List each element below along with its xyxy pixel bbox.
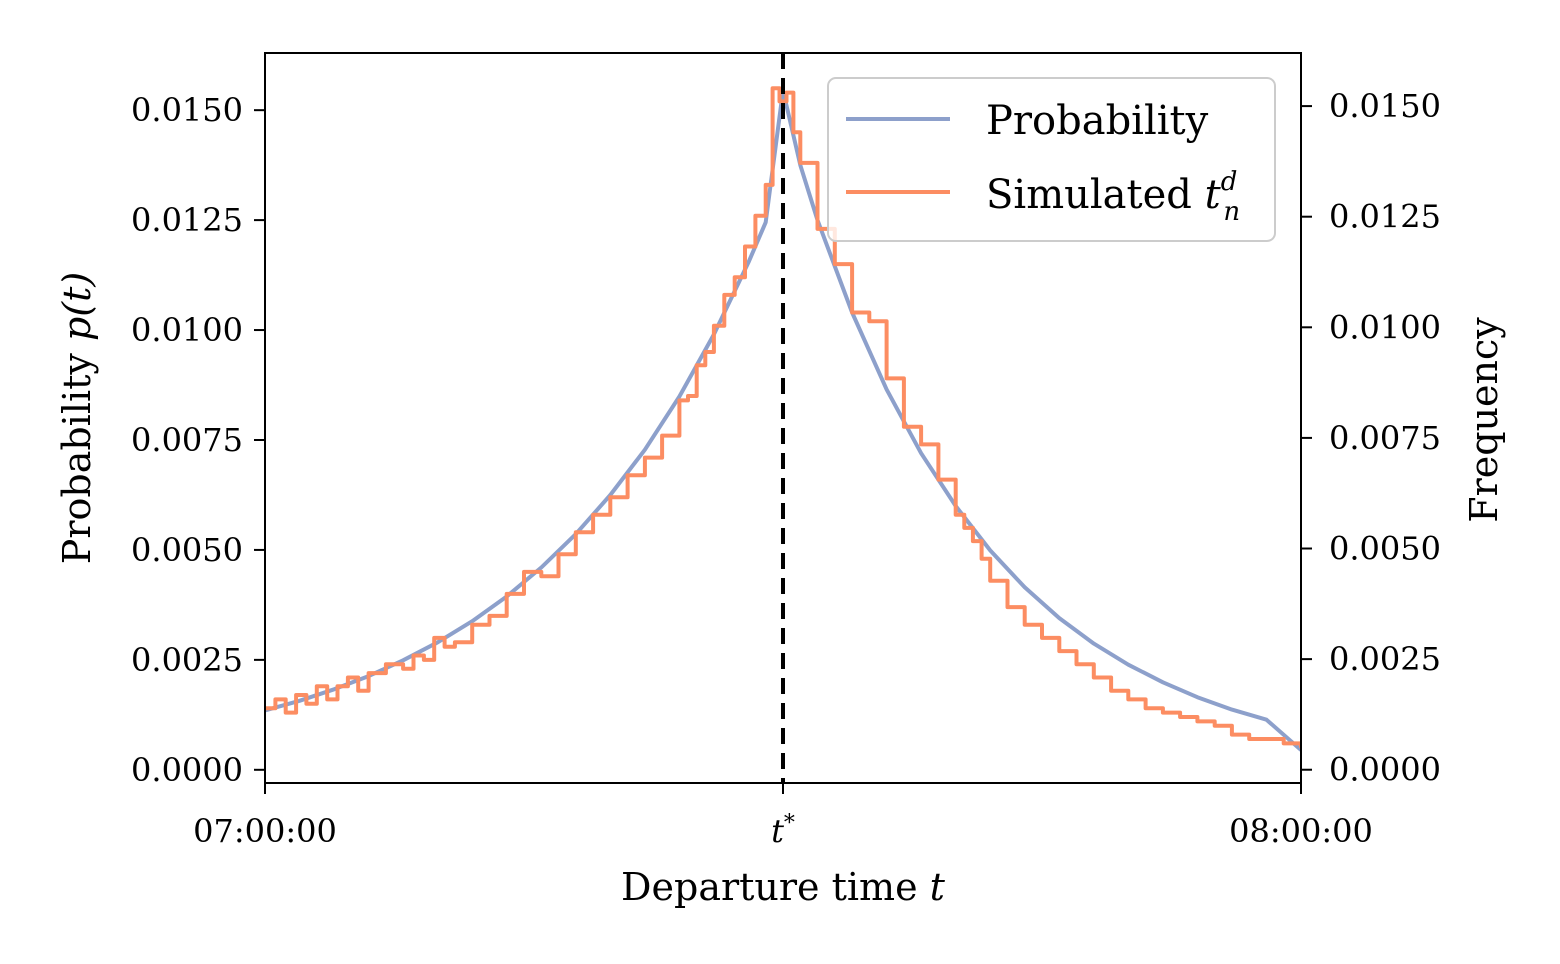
left-y-axis: 0.0000 0.0025 0.0050 0.0075 0.0100 0.0125 0.01…	[131, 91, 265, 789]
right-y-tick-label: 0.0150	[1329, 87, 1441, 125]
left-y-tick-label: 0.0025	[131, 641, 243, 679]
x-tick-label: t*	[771, 811, 795, 850]
legend-label-probability: Probability	[986, 98, 1209, 144]
legend-label-simulated: Simulated td n	[986, 167, 1240, 227]
left-y-tick-label: 0.0125	[131, 201, 243, 239]
series-simulated-line	[265, 86, 1301, 748]
left-y-tick-label: 0.0150	[131, 91, 243, 129]
right-y-tick-label: 0.0000	[1329, 751, 1441, 789]
left-y-tick-label: 0.0050	[131, 531, 243, 569]
x-tick-label: 07:00:00	[193, 812, 337, 850]
right-y-tick-label: 0.0100	[1329, 308, 1441, 346]
x-axis: 07:00:00 t* 08:00:00	[193, 783, 1373, 850]
right-y-axis-title: Frequency	[1462, 317, 1506, 523]
left-y-tick-label: 0.0000	[131, 751, 243, 789]
right-y-tick-label: 0.0050	[1329, 530, 1441, 568]
right-y-axis: 0.0000 0.0025 0.0050 0.0075 0.0100 0.0125 0.01…	[1301, 87, 1441, 789]
right-y-tick-label: 0.0125	[1329, 198, 1441, 236]
left-y-tick-label: 0.0100	[131, 311, 243, 349]
x-tick-label: 08:00:00	[1229, 812, 1373, 850]
legend: Probability Simulated td n	[827, 77, 1276, 242]
left-y-tick-label: 0.0075	[131, 421, 243, 459]
right-y-tick-label: 0.0025	[1329, 640, 1441, 678]
x-axis-title: Departure time t	[621, 865, 946, 909]
right-y-tick-label: 0.0075	[1329, 419, 1441, 457]
left-y-axis-title: Probability p(t)	[55, 272, 99, 564]
